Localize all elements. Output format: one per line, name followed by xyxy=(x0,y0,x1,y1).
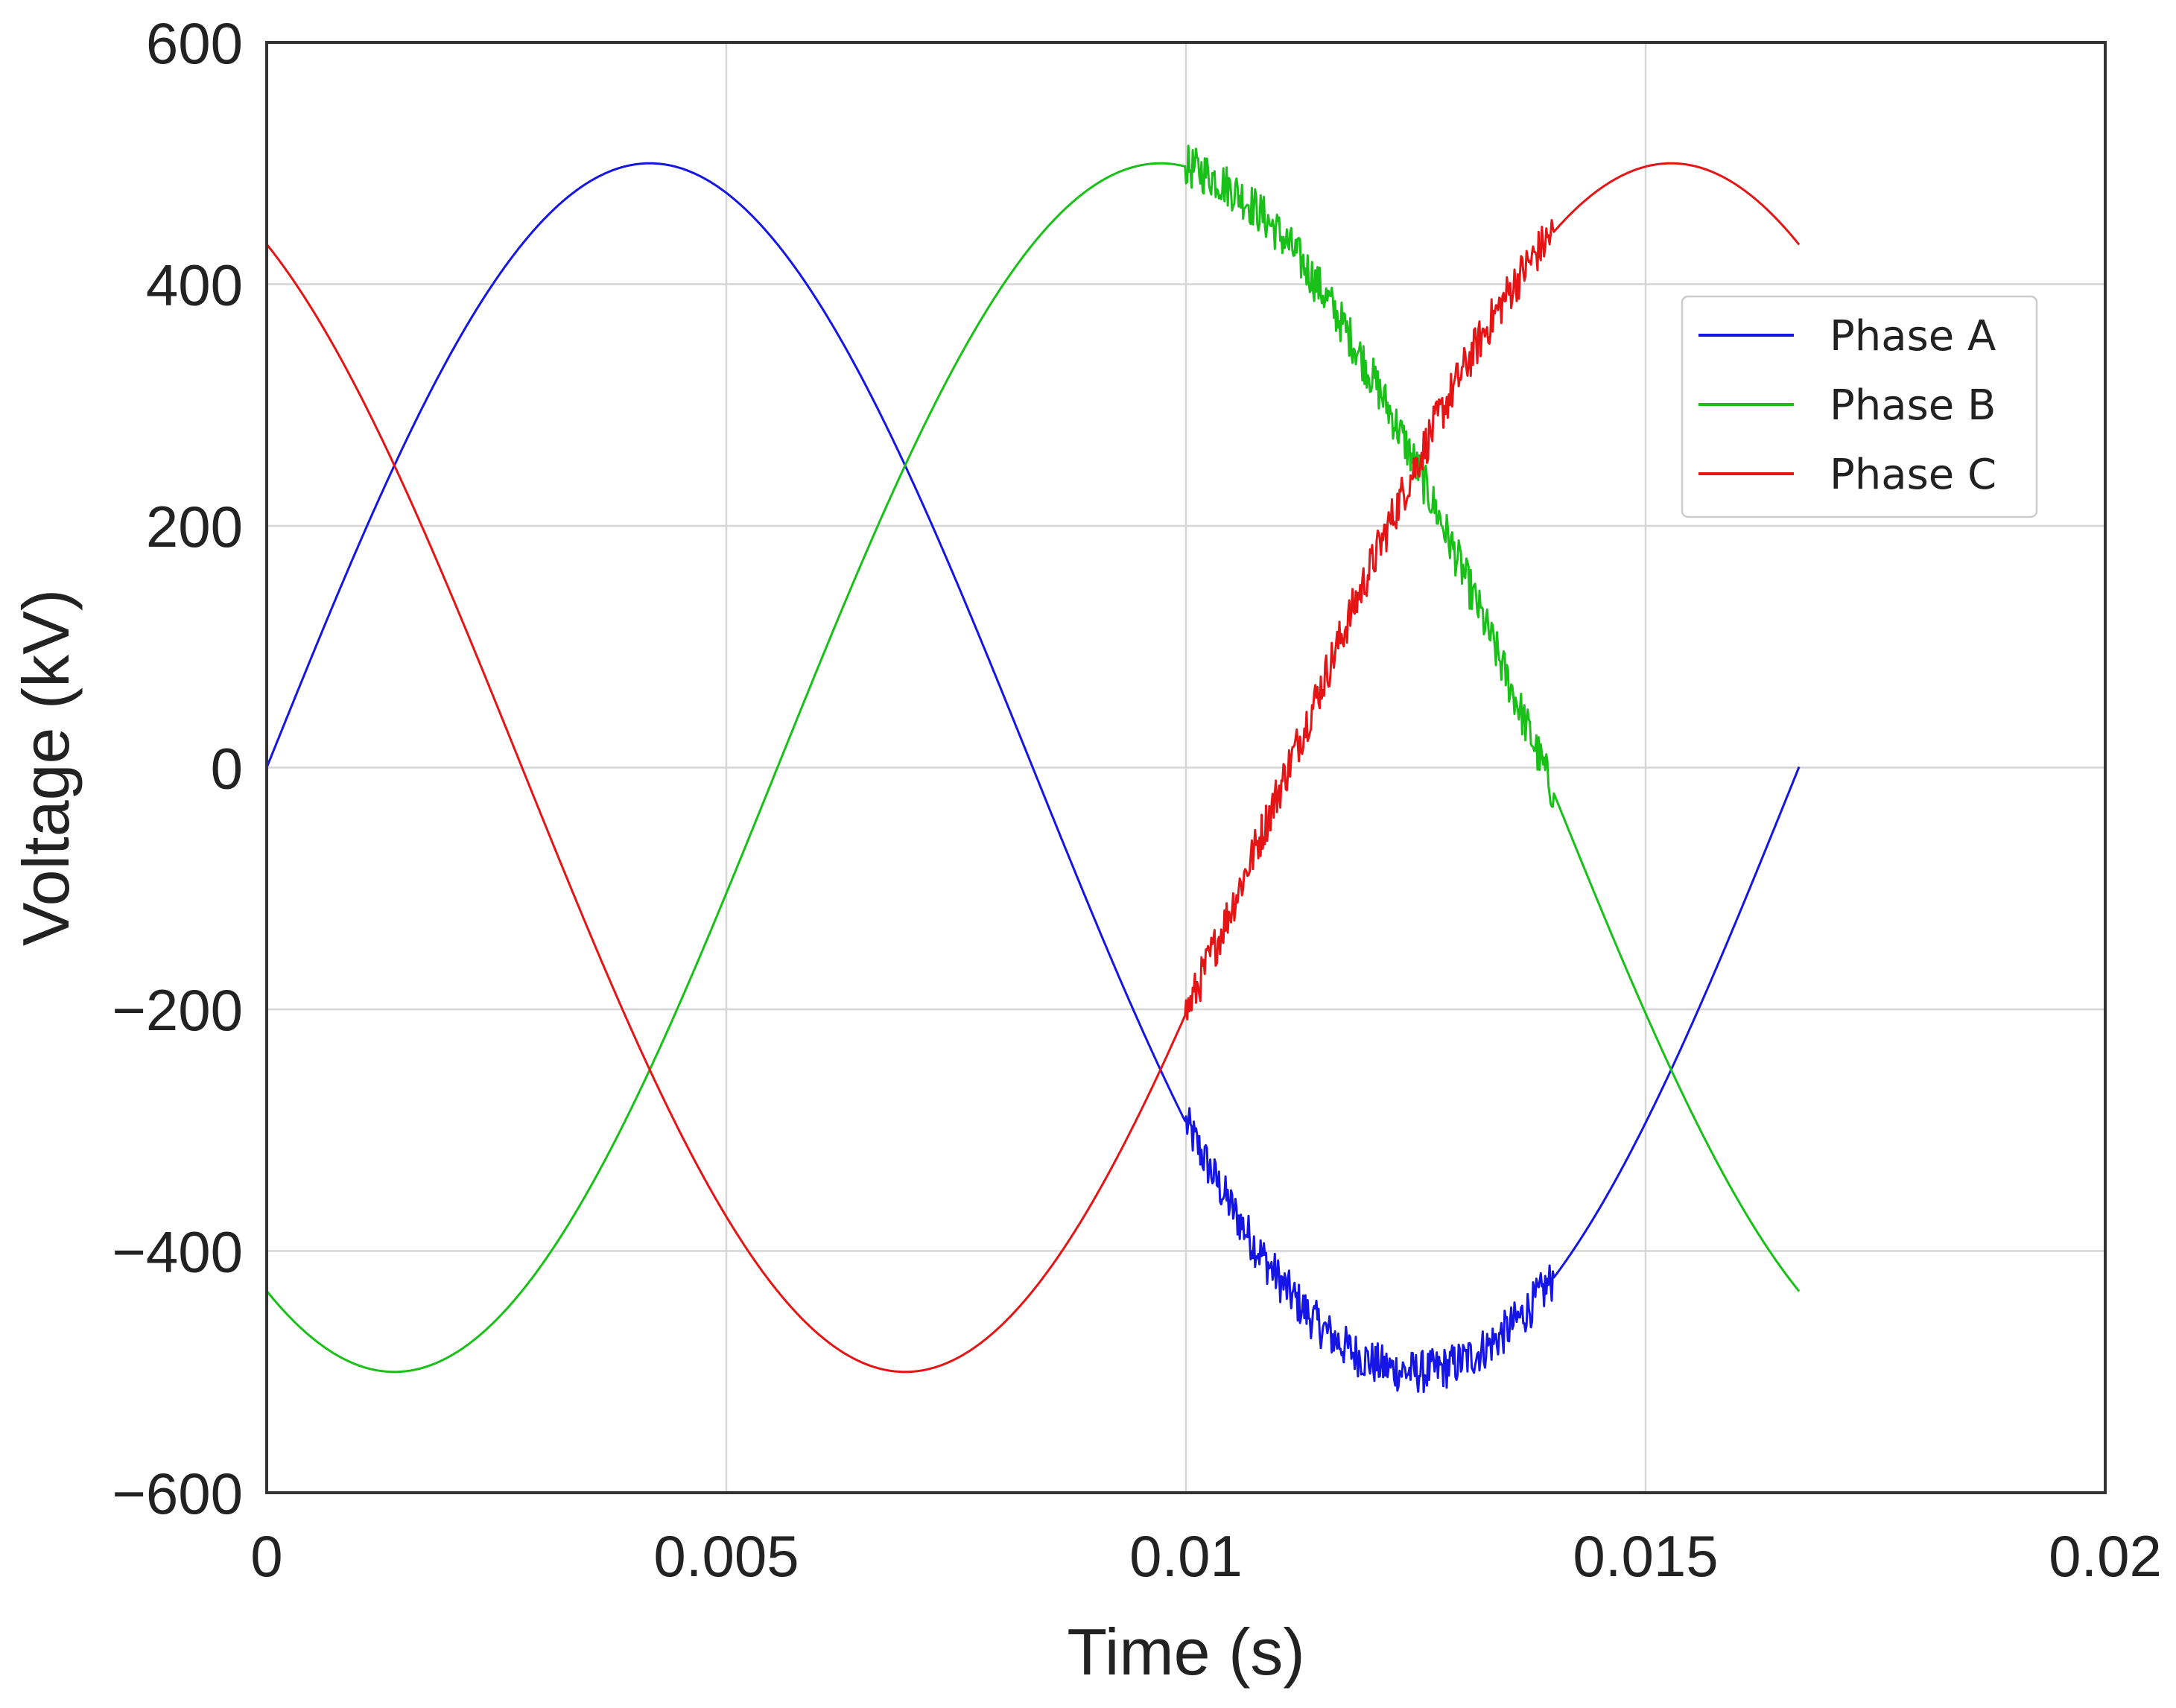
x-tick-label: 0.02 xyxy=(2049,1523,2162,1589)
legend-box xyxy=(1681,295,2038,518)
y-tick-labels: 600 400 200 0 −200 −400 −600 xyxy=(112,10,243,1526)
x-tick-label: 0.01 xyxy=(1129,1523,1243,1589)
series-lines xyxy=(265,145,1801,1394)
series-line-phase-a xyxy=(265,162,1801,1394)
series-line-phase-c xyxy=(265,162,1801,1374)
x-axis-title: Time (s) xyxy=(1067,1615,1304,1689)
y-tick-label: 0 xyxy=(211,736,243,801)
y-tick-label: 400 xyxy=(146,253,243,318)
x-tick-labels: 0 0.005 0.01 0.015 0.02 xyxy=(250,1523,2162,1589)
y-tick-label: −200 xyxy=(112,977,243,1043)
y-tick-label: −400 xyxy=(112,1219,243,1285)
legend-label: Phase A xyxy=(1830,312,1996,361)
grid xyxy=(265,41,2107,1494)
legend-label: Phase B xyxy=(1830,381,1996,430)
legend: Phase A Phase B Phase C xyxy=(1681,295,2038,518)
y-tick-label: 600 xyxy=(146,10,243,76)
x-tick-label: 0 xyxy=(250,1523,282,1589)
y-tick-label: 200 xyxy=(146,494,243,559)
series-line-phase-b xyxy=(265,145,1801,1374)
x-tick-label: 0.015 xyxy=(1573,1523,1718,1589)
legend-label: Phase C xyxy=(1830,451,1996,499)
plot-frame xyxy=(265,41,2107,1494)
y-tick-label: −600 xyxy=(112,1461,243,1526)
y-axis-title: Voltage (kV) xyxy=(9,589,83,946)
x-tick-label: 0.005 xyxy=(653,1523,799,1589)
